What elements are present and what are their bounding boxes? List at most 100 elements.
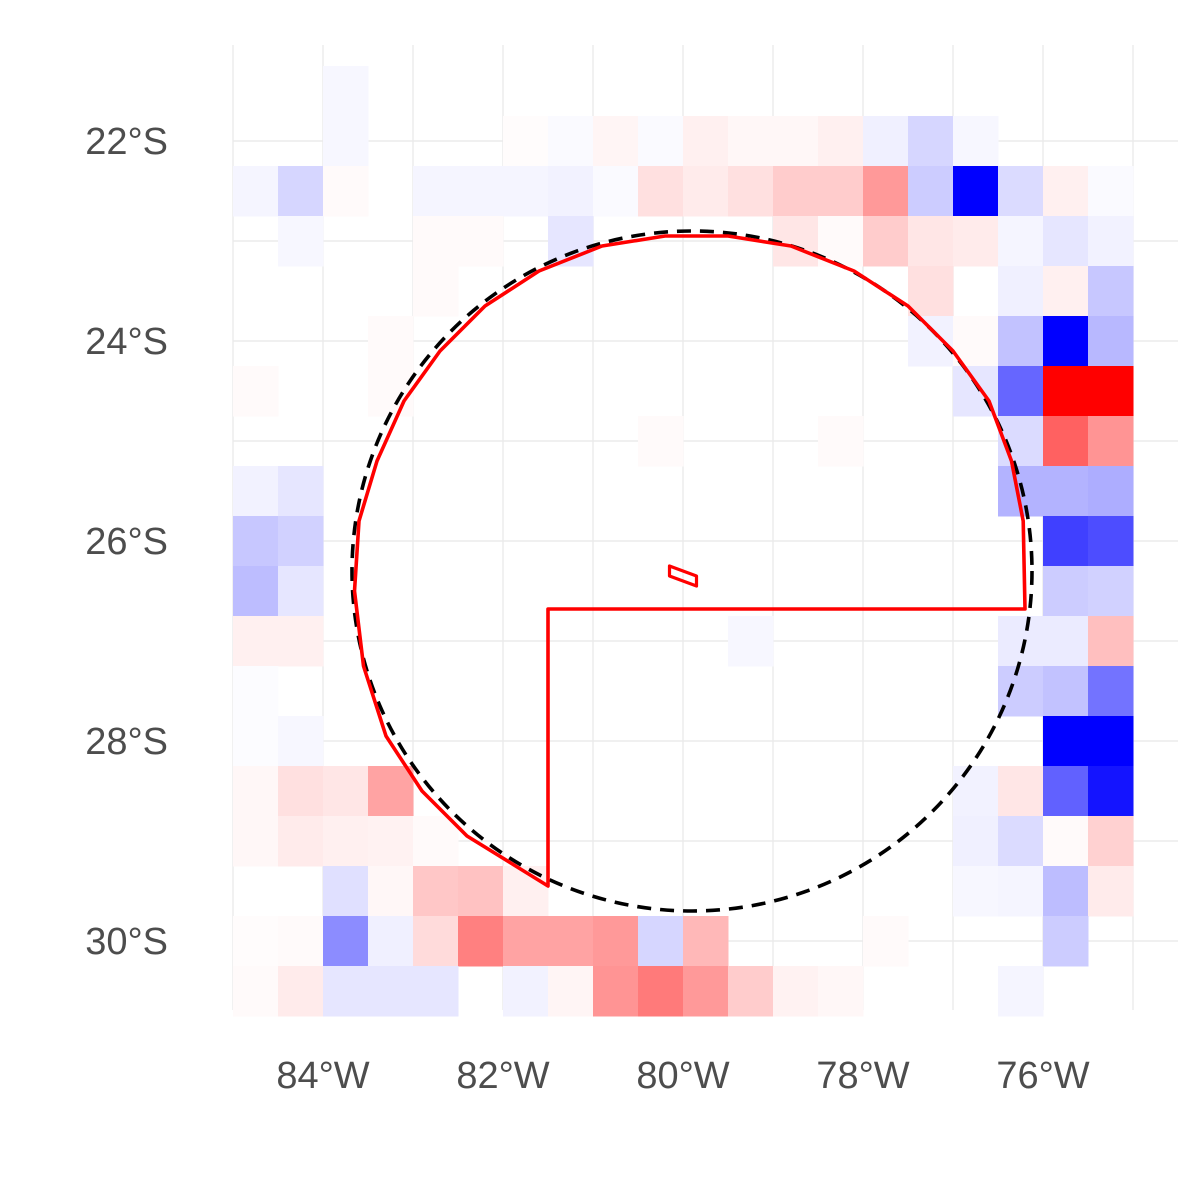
raster-cell	[593, 916, 639, 967]
x-axis-tick-labels: 84°W 82°W 80°W 78°W 76°W	[276, 1055, 1089, 1097]
raster-cell	[1043, 216, 1089, 267]
raster-cell	[458, 866, 504, 917]
raster-cell	[503, 166, 549, 217]
raster-cell	[413, 916, 459, 967]
raster-cell	[368, 916, 414, 967]
raster-cell	[1043, 866, 1089, 917]
raster-cell	[953, 866, 999, 917]
raster-cell	[818, 966, 864, 1017]
raster-cell	[233, 466, 279, 517]
raster-cell	[548, 166, 594, 217]
raster-cell	[773, 116, 819, 167]
raster-cell	[278, 966, 324, 1017]
raster-cell	[1088, 466, 1134, 517]
raster-cell	[638, 416, 684, 467]
raster-cell	[1043, 916, 1089, 967]
raster-cell	[998, 766, 1044, 817]
raster-cell	[773, 166, 819, 217]
raster-cell	[413, 966, 459, 1017]
raster-cell	[863, 166, 909, 217]
raster-cell	[953, 166, 999, 217]
y-tick-label: 24°S	[85, 321, 168, 363]
small-outline-polygon	[667, 564, 699, 588]
raster-cell	[1043, 316, 1089, 367]
raster-cell	[368, 316, 414, 367]
raster-cell	[683, 966, 729, 1017]
raster-cell	[908, 266, 954, 317]
raster-cell	[1088, 516, 1134, 567]
raster-cell	[908, 216, 954, 267]
y-tick-label: 28°S	[85, 721, 168, 763]
raster-cell	[233, 716, 279, 767]
x-tick-label: 80°W	[636, 1055, 729, 1097]
raster-cell	[233, 166, 279, 217]
raster-cell	[998, 966, 1044, 1017]
raster-cell	[503, 916, 549, 967]
raster-cell	[728, 616, 774, 667]
x-tick-label: 82°W	[456, 1055, 549, 1097]
y-axis-tick-labels: 22°S 24°S 26°S 28°S 30°S	[85, 121, 168, 963]
raster-cell	[233, 366, 279, 417]
raster-cell	[998, 816, 1044, 867]
raster-cell	[368, 816, 414, 867]
raster-cell	[1088, 616, 1134, 667]
raster-cell	[998, 616, 1044, 667]
outline-polygon	[352, 234, 1027, 888]
raster-cell	[278, 466, 324, 517]
raster-cell	[998, 266, 1044, 317]
raster-cell	[728, 166, 774, 217]
raster-cell	[413, 266, 459, 317]
raster-cell	[1088, 266, 1134, 317]
raster-cell	[1043, 566, 1089, 617]
raster-cell	[233, 966, 279, 1017]
raster-cell	[368, 966, 414, 1017]
raster-cell	[368, 866, 414, 917]
raster-cell	[458, 916, 504, 967]
raster-cell	[413, 866, 459, 917]
raster-cell	[1088, 766, 1134, 817]
raster-cell	[998, 216, 1044, 267]
raster-cell	[638, 116, 684, 167]
raster-cell	[953, 216, 999, 267]
raster-cell	[998, 366, 1044, 417]
raster-cell	[278, 616, 324, 667]
overlay-shapes	[350, 229, 1034, 913]
raster-cell	[1088, 216, 1134, 267]
raster-cell	[593, 116, 639, 167]
raster-cell	[548, 966, 594, 1017]
raster-cell	[818, 116, 864, 167]
raster-cell	[233, 916, 279, 967]
raster-cell	[953, 816, 999, 867]
raster-cell	[593, 166, 639, 217]
raster-cell	[1043, 166, 1089, 217]
raster-cell	[1043, 366, 1089, 417]
raster-cell	[1043, 466, 1089, 517]
raster-cell	[728, 116, 774, 167]
raster-cell	[953, 766, 999, 817]
raster-cell	[233, 516, 279, 567]
raster-cell	[1088, 316, 1134, 367]
raster-cell	[323, 866, 369, 917]
raster-cell	[593, 966, 639, 1017]
raster-cell	[413, 816, 459, 867]
raster-cell	[1088, 866, 1134, 917]
raster-cell	[278, 516, 324, 567]
y-tick-label: 26°S	[85, 521, 168, 563]
x-tick-label: 76°W	[996, 1055, 1089, 1097]
raster-cell	[1088, 666, 1134, 717]
raster-cell	[368, 766, 414, 817]
raster-cell	[413, 216, 459, 267]
raster-cell	[908, 166, 954, 217]
raster-cell	[863, 216, 909, 267]
raster-cell	[1043, 716, 1089, 767]
raster-cell	[503, 116, 549, 167]
raster-cell	[1088, 416, 1134, 467]
raster-cell	[1088, 816, 1134, 867]
raster-cell	[638, 966, 684, 1017]
raster-cell	[683, 116, 729, 167]
raster-cell	[818, 416, 864, 467]
raster-cell	[323, 916, 369, 967]
raster-cell	[323, 116, 369, 167]
raster-cell	[458, 166, 504, 217]
raster-cell	[278, 166, 324, 217]
